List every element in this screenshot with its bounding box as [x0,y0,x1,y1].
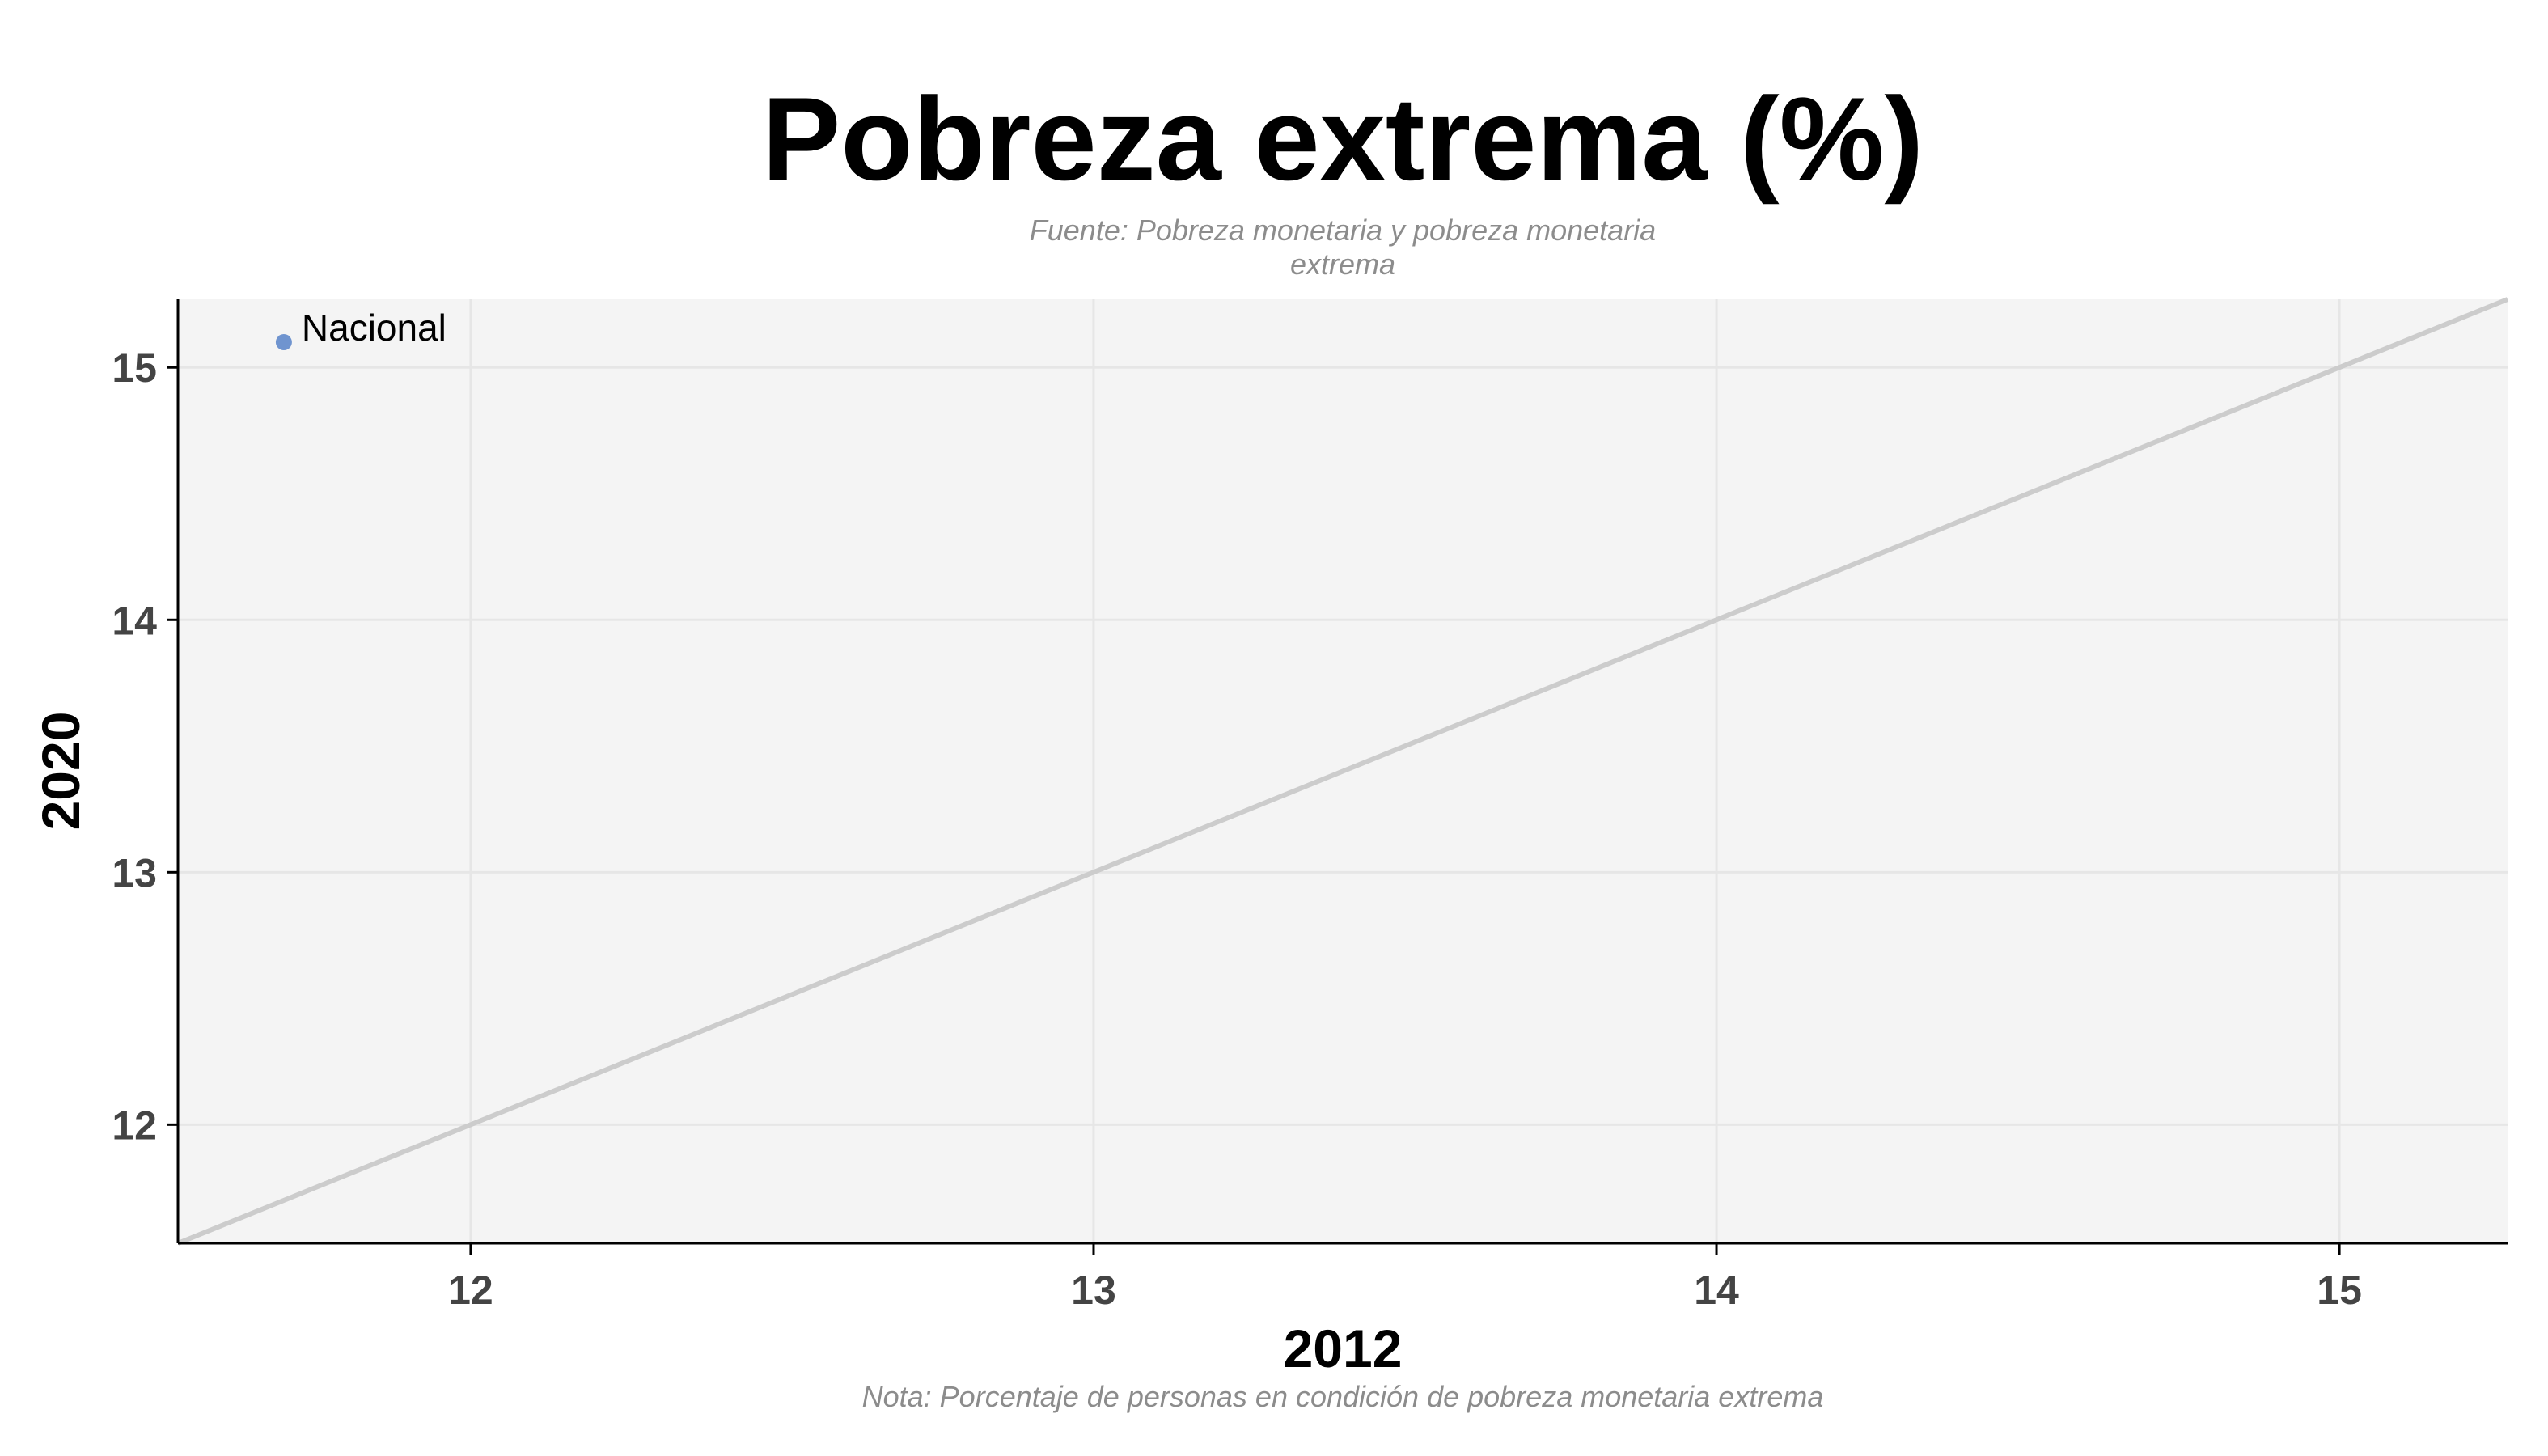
reference-line [176,297,2509,1246]
x-tick-label-12: 12 [448,1268,493,1313]
x-axis-ticks: 12 13 14 15 [448,1243,2362,1313]
data-points: Nacional [275,307,447,351]
y-tick-label-13: 13 [112,850,157,895]
chart-subtitle-line-2: extrema [1290,248,1395,281]
x-tick-label-15: 15 [2317,1268,2362,1313]
y-tick-label-14: 14 [112,598,157,643]
y-tick-label-12: 12 [112,1103,157,1148]
x-tick-label-14: 14 [1694,1268,1739,1313]
data-point-0 [275,334,292,351]
x-axis-title: 2012 [1284,1318,1403,1378]
chart-subtitle-line-1: Fuente: Pobreza monetaria y pobreza mone… [1030,214,1656,247]
grid-lines [178,299,2508,1243]
y-axis-ticks: 12 13 14 15 [112,345,178,1148]
y-axis-title: 2020 [31,712,91,831]
x-tick-label-13: 13 [1071,1268,1116,1313]
y-tick-label-15: 15 [112,345,157,391]
chart-title: Pobreza extrema (%) [762,73,1924,205]
chart-caption: Nota: Porcentaje de personas en condició… [862,1380,1824,1413]
data-point-label-0: Nacional [302,307,447,349]
